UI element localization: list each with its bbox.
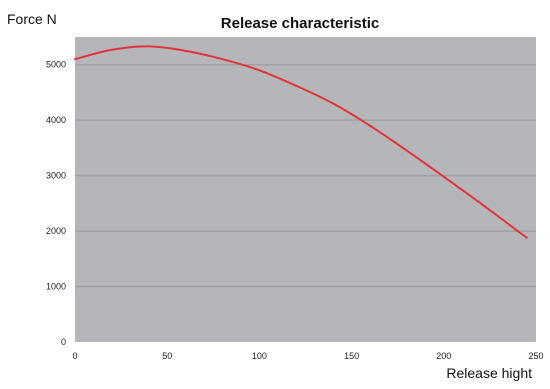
x-tick-label: 250 [528, 351, 543, 361]
x-tick-label: 150 [344, 351, 359, 361]
series-line [74, 45, 528, 239]
series-layer [74, 45, 528, 239]
x-tick-label: 100 [252, 351, 267, 361]
x-axis-label: Release hight [446, 365, 532, 381]
y-tick-label: 5000 [46, 60, 66, 70]
x-tick-label: 0 [72, 351, 77, 361]
y-tick-label: 4000 [46, 115, 66, 125]
x-tick-label: 50 [162, 351, 172, 361]
y-tick-label: 0 [61, 337, 66, 347]
y-tick-label: 2000 [46, 226, 66, 236]
y-tick-labels: 0 1000 2000 3000 4000 5000 [46, 60, 66, 347]
y-tick-label: 3000 [46, 171, 66, 181]
y-axis-label: Force N [7, 11, 57, 27]
chart-title: Release characteristic [221, 15, 379, 32]
plot-area [75, 37, 536, 342]
grid-lines [75, 63, 536, 288]
x-tick-labels: 0 50 100 150 200 250 [72, 351, 543, 361]
x-tick-label: 200 [436, 351, 451, 361]
y-tick-label: 1000 [46, 282, 66, 292]
